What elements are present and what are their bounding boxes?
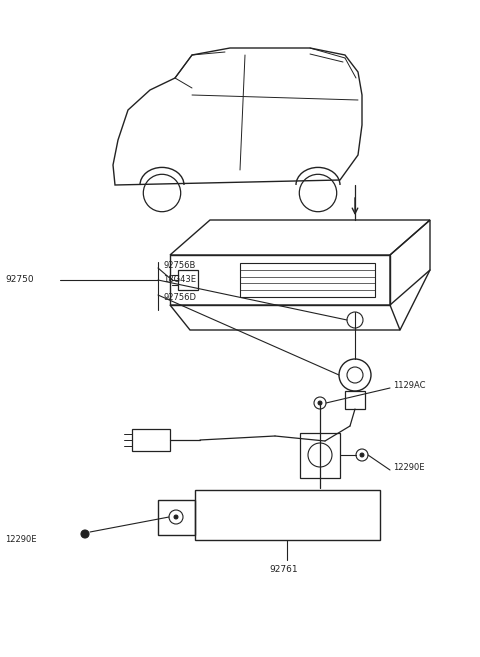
Text: 92756B: 92756B: [163, 260, 195, 269]
Circle shape: [360, 453, 364, 457]
Text: 1129AC: 1129AC: [393, 380, 425, 390]
Text: 12290E: 12290E: [393, 463, 424, 472]
Text: 92750: 92750: [5, 275, 34, 284]
Text: 92761: 92761: [269, 566, 298, 574]
Circle shape: [81, 530, 89, 538]
Circle shape: [174, 515, 178, 519]
Circle shape: [318, 401, 322, 405]
Text: 92756D: 92756D: [163, 294, 196, 302]
Text: 18G43E: 18G43E: [163, 275, 196, 284]
Text: 12290E: 12290E: [5, 535, 36, 543]
